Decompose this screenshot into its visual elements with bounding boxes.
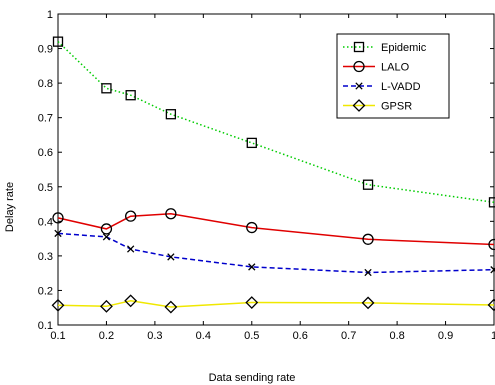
legend-label: L-VADD [381, 81, 421, 93]
data-point [165, 208, 177, 220]
y-tick-label: 0.6 [38, 147, 53, 159]
x-tick-label: 0.2 [99, 330, 114, 342]
y-tick-label: 0.8 [38, 78, 53, 90]
data-point [164, 300, 178, 314]
data-point [51, 298, 65, 312]
x-tick-label: 0.8 [389, 330, 404, 342]
y-tick-label: 0.4 [38, 216, 53, 228]
series-line [57, 212, 495, 246]
data-point [490, 266, 495, 274]
legend-marker [352, 99, 366, 112]
legend-marker [355, 82, 363, 90]
legend-marker [353, 41, 365, 53]
y-tick-label: 0.1 [38, 320, 53, 332]
data-point [245, 296, 259, 309]
data-point [101, 83, 112, 94]
series-layer [51, 36, 495, 314]
series-l-vadd [54, 229, 495, 277]
y-tick-label: 0.2 [38, 285, 53, 297]
data-point [248, 263, 256, 271]
data-point [102, 233, 111, 241]
data-point [52, 212, 64, 224]
legend-label: Epidemic [381, 42, 427, 54]
data-point [488, 197, 495, 208]
y-tick-label: 0.3 [38, 251, 53, 263]
series-lalo [52, 208, 495, 251]
data-point [125, 210, 137, 222]
series-epidemic [52, 36, 495, 208]
x-tick-label: 0.1 [50, 330, 65, 342]
data-point [246, 137, 257, 149]
data-point [165, 109, 177, 120]
data-point [487, 298, 495, 312]
data-point [124, 294, 138, 308]
x-tick-label: 0.6 [293, 330, 308, 342]
x-tick-label: 0.4 [196, 330, 211, 342]
series-line [57, 41, 495, 204]
legend-marker [353, 60, 365, 73]
y-tick-label: 0.7 [38, 113, 53, 125]
data-point [167, 253, 175, 261]
legend: Epidemic LALO L-VADD GPSR [336, 33, 450, 119]
data-point [246, 221, 258, 234]
series-line [57, 300, 495, 308]
data-point [362, 233, 374, 245]
data-point [361, 296, 375, 310]
legend-entry: L-VADD [343, 81, 421, 93]
data-point [364, 268, 372, 277]
data-point [488, 238, 495, 251]
data-point [125, 90, 136, 101]
data-point [127, 245, 135, 253]
x-tick-label: 0.9 [438, 330, 453, 342]
x-tick-label: 0.7 [341, 330, 356, 342]
data-point [52, 36, 64, 47]
data-point [100, 223, 113, 235]
y-tick-label: 1 [47, 9, 53, 21]
legend-label: LALO [381, 62, 410, 74]
data-point [362, 179, 374, 190]
series-gpsr [51, 294, 495, 314]
x-tick-label: 0.3 [147, 330, 162, 342]
legend-entry: GPSR [343, 99, 412, 113]
x-axis-label: Data sending rate [209, 372, 296, 384]
y-axis-label: Delay rate [4, 182, 16, 232]
x-tick-label: 0.5 [244, 330, 259, 342]
axis-ticks: 0.1 0.2 0.3 0.4 0.5 0.6 0.7 0.8 0.9 1 0.1 0.2 0.3 0.4… [38, 9, 495, 342]
legend-label: GPSR [381, 101, 412, 113]
data-point [54, 229, 62, 238]
y-tick-label: 0.9 [38, 44, 53, 56]
legend-entry: LALO [343, 60, 410, 74]
x-tick-label: 1 [491, 330, 495, 342]
legend-entry: Epidemic [343, 41, 427, 54]
y-tick-label: 0.5 [38, 182, 53, 194]
data-point [100, 299, 113, 313]
